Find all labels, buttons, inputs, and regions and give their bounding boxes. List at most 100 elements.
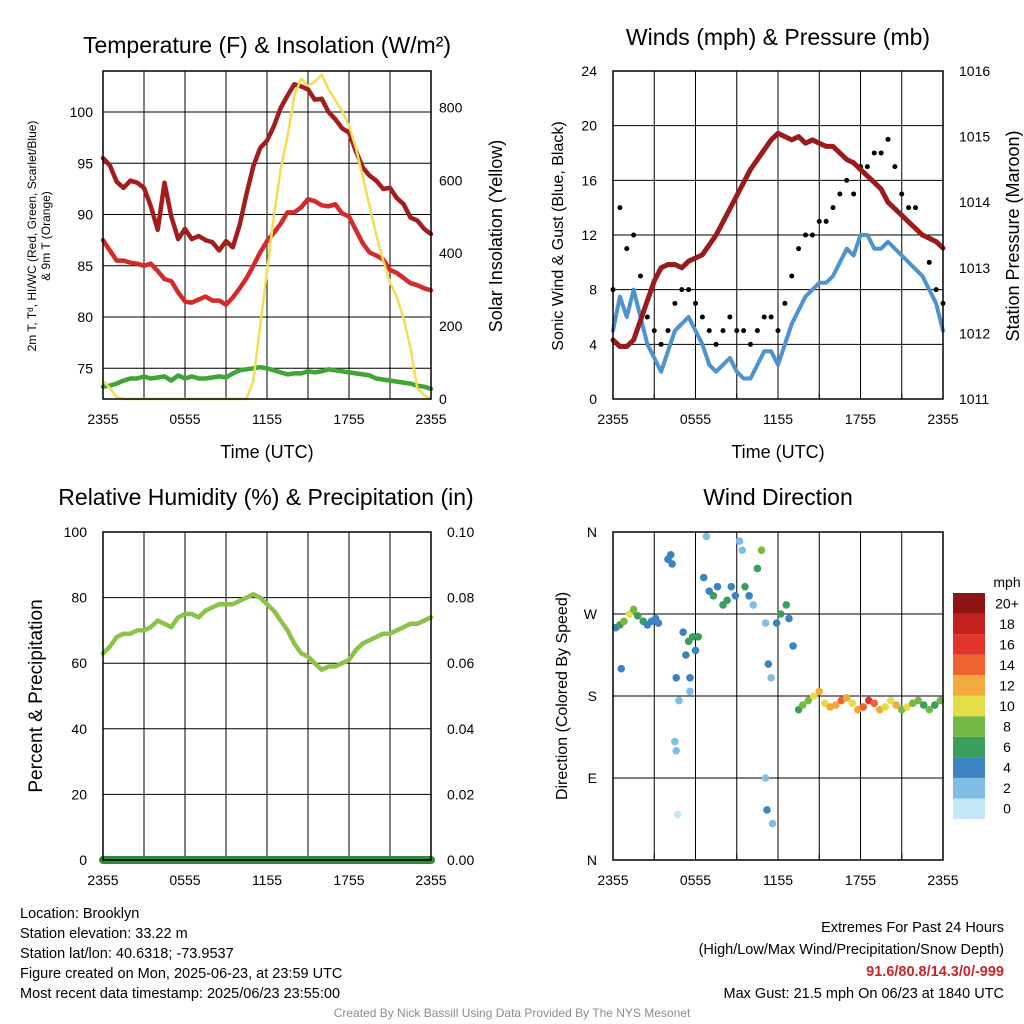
wind-direction-point	[925, 705, 934, 714]
color-scale-label: 10	[999, 698, 1015, 714]
winds-y2-tick-label: 1011	[959, 391, 989, 407]
wind-direction-point	[798, 701, 807, 709]
wind-direction-point	[713, 582, 722, 591]
rh-x-tick-label: 2355	[415, 872, 446, 888]
temp-y-tick-label: 75	[77, 360, 93, 376]
wind-direction-point	[820, 699, 829, 708]
winds-plot-border	[612, 70, 944, 400]
wind-direction-point	[691, 646, 700, 655]
gust-point	[823, 218, 829, 224]
gust-point	[651, 328, 657, 334]
color-scale-title: mph	[993, 574, 1020, 590]
rh-y2-tick-label: 0.04	[447, 721, 474, 737]
humidity-panel: 0 20 40 60 80 100 0.00 0.02 0.04 0.06 0.08 0.10 2355…	[64, 524, 475, 888]
gust-point	[933, 287, 939, 293]
wind-direction-point	[870, 699, 879, 708]
winds-y-tick-label: 4	[589, 336, 597, 352]
wind-direction-point	[936, 696, 945, 705]
gust-point	[782, 300, 788, 306]
gust-point	[851, 191, 857, 197]
sonic-wind-series	[611, 233, 945, 381]
wind-direction-point	[848, 699, 857, 708]
gust-point	[693, 300, 698, 306]
wdir-y-axis-label: Direction (Colored By Speed)	[554, 592, 571, 800]
wind-direction-point	[629, 605, 638, 614]
color-scale-swatch	[953, 736, 985, 758]
rh-chart-title: Relative Humidity (%) & Precipitation (i…	[58, 484, 473, 510]
wind-direction-point	[672, 746, 681, 755]
temp-y-axis-label: 2m T, Tᵈ, HI/WC (Red, Green, Scarlet/Blu…	[25, 121, 53, 352]
wind-direction-point	[859, 703, 868, 711]
gust-point	[617, 205, 623, 211]
color-scale-label: 4	[1003, 760, 1011, 776]
temp-plot-border	[102, 70, 432, 400]
gust-point	[789, 273, 795, 279]
color-scale-label: 14	[999, 657, 1015, 673]
color-scale-swatch	[953, 593, 985, 614]
temp-x-axis-label: Time (UTC)	[220, 442, 313, 462]
wind-direction-point	[723, 596, 731, 605]
wind-direction-point	[831, 701, 840, 709]
winds-y2-tick-label: 1016	[959, 63, 990, 79]
temp-y2-axis-label: Solar Insolation (Yellow)	[486, 140, 506, 332]
wind-direction-point	[699, 573, 708, 582]
color-scale-label: 2	[1003, 780, 1011, 796]
rh-y2-tick-label: 0.08	[447, 590, 474, 606]
color-scale-swatch	[953, 777, 985, 799]
wind-direction-point	[654, 619, 663, 627]
winds-x-tick-label: 2355	[597, 411, 628, 427]
wind-direction-point	[686, 673, 694, 682]
wdir-y-tick-label: W	[584, 606, 598, 622]
wind-direction-point	[694, 632, 703, 641]
relative-humidity-series	[100, 592, 434, 673]
wdir-x-tick-label: 2355	[597, 872, 628, 888]
temp-x-tick-label: 2355	[87, 411, 118, 427]
gust-point	[720, 328, 726, 334]
winds-y-axis-label: Sonic Wind & Gust (Blue, Black)	[550, 121, 567, 350]
gust-point	[885, 136, 891, 142]
color-scale-swatch	[953, 716, 985, 737]
temp-y-tick-label: 90	[77, 207, 93, 223]
gust-point	[871, 150, 877, 156]
color-scale-legend: 0 2 4 6 8 10 12 14 16 18 20+	[953, 593, 1019, 819]
extremes-values: 91.6/80.8/14.3/0/-999	[866, 964, 1004, 980]
rh-y2-tick-label: 0.00	[447, 852, 474, 868]
rh-x-tick-label: 0555	[169, 872, 200, 888]
wind-direction-point	[764, 660, 773, 668]
color-scale-swatch	[953, 634, 985, 655]
wind-direction-point	[815, 687, 824, 696]
gust-point	[638, 273, 643, 279]
gust-point	[658, 341, 664, 347]
winds-y-tick-label: 24	[581, 63, 597, 79]
wind-direction-point	[727, 582, 736, 591]
winds-y2-tick-label: 1012	[959, 325, 990, 341]
wind-direction-point	[709, 591, 718, 600]
temp-y-axis-label-line1: 2m T, Tᵈ, HI/WC (Red, Green, Scarlet/Blu…	[25, 121, 39, 352]
gust-point	[878, 150, 884, 156]
temp-heatindex-series	[100, 196, 434, 307]
wind-direction-point	[731, 591, 740, 600]
wind-direction-point	[688, 632, 697, 641]
wind-direction-point	[809, 692, 818, 700]
temp-y-tick-label: 80	[77, 309, 93, 325]
rh-y-tick-label: 80	[71, 590, 87, 606]
gust-point	[748, 341, 753, 347]
wdir-y-tick-label: E	[588, 770, 597, 786]
color-scale-swatch	[953, 695, 985, 717]
gust-point	[686, 287, 692, 293]
wdir-plot-border	[612, 531, 944, 861]
temp-y2-tick-label: 800	[439, 99, 463, 115]
winds-x-tick-label: 1755	[845, 411, 876, 427]
gust-point	[844, 177, 850, 183]
recent-data-timestamp: Most recent data timestamp: 2025/06/23 2…	[20, 986, 341, 1002]
temperature-panel: 75 80 85 90 95 100 0 200 400 600 800 2355 0555 1155 17…	[70, 70, 463, 427]
wind-direction-point	[881, 703, 890, 711]
wind-direction-point	[675, 696, 683, 705]
gust-point	[672, 300, 678, 306]
winds-y2-axis-label: Station Pressure (Maroon)	[1003, 130, 1023, 341]
rh-y-tick-label: 40	[71, 721, 87, 737]
wind-direction-point	[738, 546, 747, 555]
temp-y-axis-label-line2: & 9m T (Orange)	[39, 191, 53, 281]
wind-direction-point	[767, 673, 775, 682]
wind-direction-point	[702, 532, 711, 541]
